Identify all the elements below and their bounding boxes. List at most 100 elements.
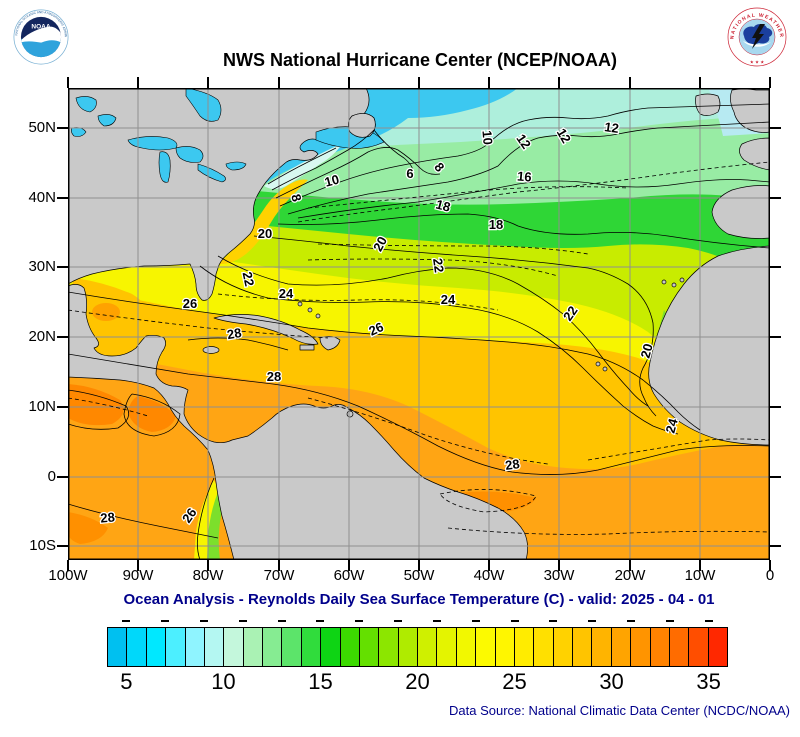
colorbar-minor-tick — [588, 620, 597, 622]
lon-axis-label: 30W — [543, 567, 575, 584]
colorbar-cell — [126, 628, 146, 666]
colorbar-cell — [223, 628, 243, 666]
colorbar-cell — [378, 628, 398, 666]
colorbar-minor-tick — [432, 620, 441, 622]
contour-label: 20 — [638, 342, 656, 360]
contour-label: 6 — [406, 166, 413, 181]
colorbar-cell — [339, 628, 359, 666]
colorbar-tick-label: 30 — [599, 669, 624, 694]
lat-tick — [770, 476, 781, 478]
lon-axis-label: 80W — [192, 567, 224, 584]
lon-axis-label: 20W — [614, 567, 646, 584]
lon-tick — [418, 77, 420, 88]
lat-axis-label: 10N — [28, 398, 56, 415]
sst-map: 10 6 8 8 10 12 12 12 16 18 18 20 20 22 22 22 24 24 26 26 28 2… — [68, 88, 770, 560]
colorbar-tick-label: 15 — [308, 669, 333, 694]
lat-tick — [770, 197, 781, 199]
lat-axis-label: 40N — [28, 189, 56, 206]
colorbar-cell — [281, 628, 301, 666]
colorbar-cell — [358, 628, 379, 666]
colorbar-cell — [688, 628, 708, 666]
lat-tick — [57, 336, 68, 338]
colorbar-minor-tick — [122, 620, 131, 622]
lon-axis-label: 70W — [263, 567, 295, 584]
colorbar-cell — [610, 628, 631, 666]
colorbar-tick-label: 10 — [211, 669, 236, 694]
colorbar-minor-tick — [355, 620, 364, 622]
colorbar-cell — [145, 628, 166, 666]
lon-tick — [769, 560, 771, 571]
lon-tick — [699, 77, 701, 88]
colorbar-cell — [262, 628, 282, 666]
lon-tick — [488, 77, 490, 88]
colorbar-cell — [320, 628, 340, 666]
colorbar-cell — [494, 628, 514, 666]
colorbar-cell — [242, 628, 262, 666]
contour-label: 22 — [430, 257, 447, 273]
lat-tick — [57, 406, 68, 408]
lon-axis-label: 0 — [765, 567, 775, 584]
lon-tick — [67, 77, 69, 88]
colorbar-minor-tick — [238, 620, 247, 622]
colorbar-cell — [455, 628, 476, 666]
colorbar-tick-label: 5 — [120, 669, 133, 694]
lon-tick — [278, 560, 280, 571]
nws-logo-stars: ★ ★ ★ — [750, 60, 765, 65]
colorbar-tick-label: 25 — [502, 669, 527, 694]
lat-tick — [57, 127, 68, 129]
colorbar-cell — [572, 628, 592, 666]
noaa-logo-text: NOAA — [31, 24, 50, 31]
lat-tick — [770, 406, 781, 408]
lon-tick — [137, 560, 139, 571]
colorbar-cell — [397, 628, 417, 666]
lon-tick — [558, 77, 560, 88]
lon-tick — [278, 77, 280, 88]
colorbar-minor-tick — [316, 620, 325, 622]
lat-axis-label: 20N — [28, 328, 56, 345]
contour-label: 28 — [267, 369, 281, 384]
colorbar-minor-tick — [549, 620, 558, 622]
colorbar-minor-tick — [161, 620, 170, 622]
contour-label: 24 — [663, 416, 681, 435]
colorbar-minor-tick — [510, 620, 519, 622]
lon-tick — [207, 560, 209, 571]
lon-tick — [348, 77, 350, 88]
colorbar-tick-label: 35 — [696, 669, 721, 694]
contour-label: 28 — [504, 456, 520, 473]
colorbar-minor-tick — [394, 620, 403, 622]
colorbar-minor-tick — [665, 620, 674, 622]
colorbar-cell — [707, 628, 727, 666]
lat-axis-label: 50N — [28, 119, 56, 136]
lon-tick — [207, 77, 209, 88]
lon-axis-label: 90W — [122, 567, 154, 584]
colorbar-cell — [513, 628, 534, 666]
nws-logo-icon: NATIONAL WEATHER SERVICE ★ ★ ★ — [727, 7, 787, 72]
colorbar-cell — [533, 628, 553, 666]
lat-tick — [770, 545, 781, 547]
lon-axis-label: 40W — [473, 567, 505, 584]
colorbar-cell — [165, 628, 185, 666]
contour-label: 10 — [323, 172, 341, 190]
lon-tick — [769, 77, 771, 88]
colorbar-minor-tick — [277, 620, 286, 622]
colorbar-cell — [591, 628, 611, 666]
colorbar-minor-tick — [200, 620, 209, 622]
lat-tick — [57, 197, 68, 199]
lon-tick — [418, 560, 420, 571]
lon-tick — [629, 77, 631, 88]
lat-tick — [57, 545, 68, 547]
lon-tick — [137, 77, 139, 88]
colorbar-cell — [417, 628, 437, 666]
contour-label: 28 — [226, 325, 243, 342]
colorbar-tick-label: 20 — [405, 669, 430, 694]
colorbar-minor-tick — [704, 620, 713, 622]
contour-label: 12 — [603, 119, 619, 136]
lat-axis-label: 10S — [29, 537, 56, 554]
lon-tick — [699, 560, 701, 571]
lat-tick — [57, 476, 68, 478]
lon-axis-label: 100W — [48, 567, 88, 584]
contour-label: 22 — [240, 270, 258, 287]
contour-label: 10 — [479, 130, 495, 146]
lon-tick — [558, 560, 560, 571]
colorbar-minor-tick — [471, 620, 480, 622]
